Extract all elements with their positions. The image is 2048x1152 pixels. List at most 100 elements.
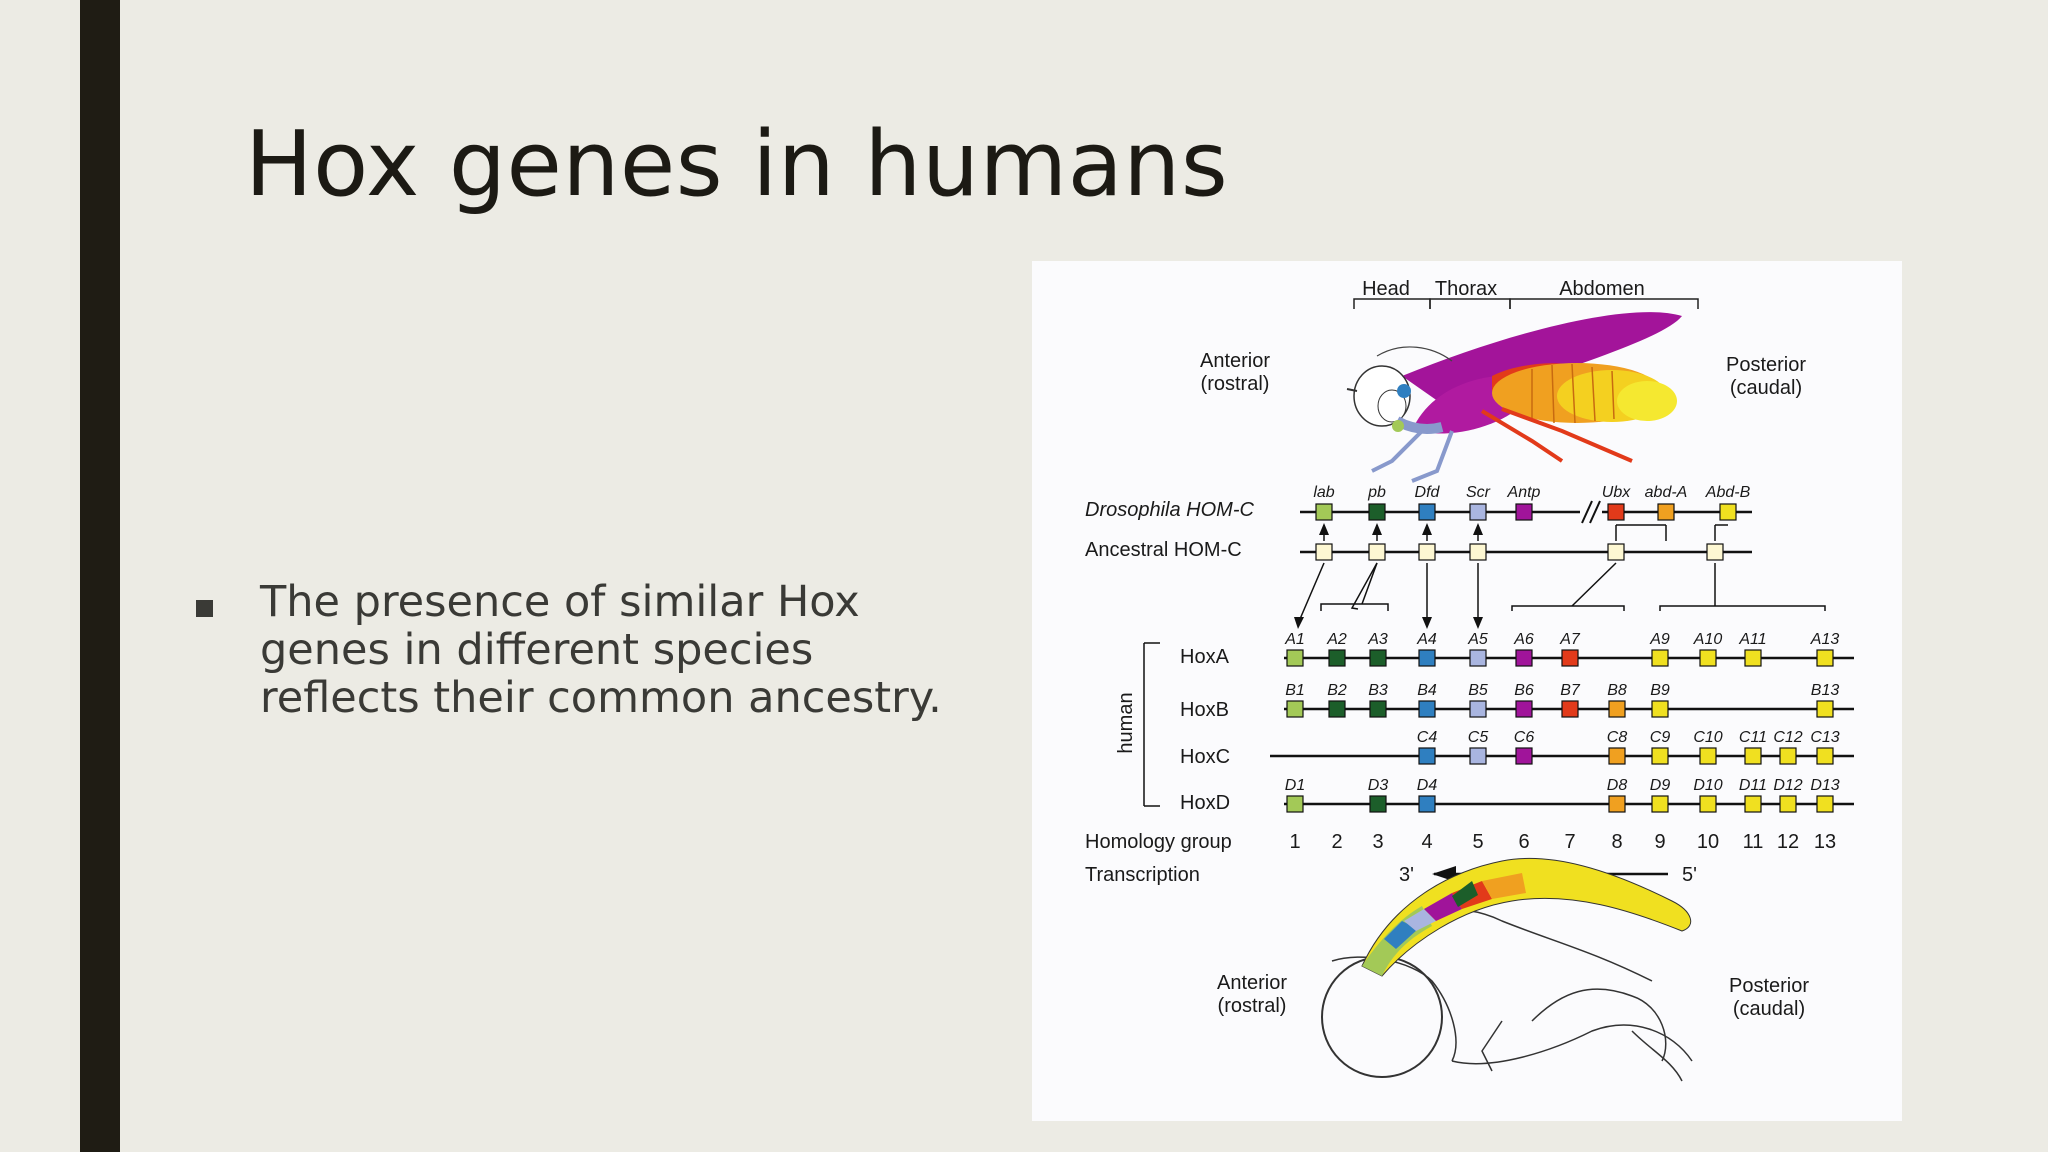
gene-label-a9: A9 <box>1649 631 1670 648</box>
dros-gene-label-6: abd-A <box>1645 484 1688 501</box>
gene-box-a13 <box>1816 649 1834 667</box>
homology-group-numbers: 1 2 3 4 5 6 7 8 9 10 11 12 13 <box>1289 831 1836 853</box>
gene-label-b2: B2 <box>1327 682 1347 699</box>
gene-box-a4 <box>1418 649 1436 667</box>
gene-box-a6 <box>1515 649 1533 667</box>
gene-label-c5: C5 <box>1468 729 1489 746</box>
ancestral-gene-box-5 <box>1607 543 1625 561</box>
dros-gene-box-ubx <box>1607 503 1625 521</box>
gene-box-a7 <box>1561 649 1579 667</box>
dros-gene-label-7: Abd-B <box>1705 484 1751 501</box>
gene-box-c5 <box>1469 747 1487 765</box>
posterior-label-bottom: Posterior <box>1729 975 1809 997</box>
hox-diagram-svg: Head Thorax Abdomen Anterior (rostral) P… <box>1085 278 1854 1082</box>
dros-gene-label-2: Dfd <box>1415 484 1441 501</box>
homology-group-8: 8 <box>1611 831 1622 853</box>
gene-label-b6: B6 <box>1514 682 1534 699</box>
ancestral-gene-box-3 <box>1418 543 1436 561</box>
gene-box-a10 <box>1699 649 1717 667</box>
anterior-label-top: Anterior <box>1200 350 1270 372</box>
gene-box-c10 <box>1699 747 1717 765</box>
homology-group-12: 12 <box>1777 831 1799 853</box>
ancestral-gene-box-6 <box>1706 543 1724 561</box>
dros-gene-box-pb <box>1368 503 1386 521</box>
gene-label-a10: A10 <box>1693 631 1723 648</box>
gene-label-b5: B5 <box>1468 682 1488 699</box>
gene-label-d1: D1 <box>1285 777 1305 794</box>
gene-box-b13 <box>1816 700 1834 718</box>
homology-connectors <box>1299 524 1826 620</box>
dros-gene-box-antp <box>1515 503 1533 521</box>
dros-gene-label-1: pb <box>1367 484 1386 501</box>
gene-box-b2 <box>1328 700 1346 718</box>
caudal-label-bottom: (caudal) <box>1733 998 1805 1020</box>
rostral-label-top: (rostral) <box>1201 373 1270 395</box>
gene-box-d13 <box>1816 795 1834 813</box>
gene-label-a13: A13 <box>1810 631 1840 648</box>
gene-box-a11 <box>1744 649 1762 667</box>
segment-brackets <box>1353 298 1699 309</box>
gene-box-b5 <box>1469 700 1487 718</box>
posterior-label-top: Posterior <box>1726 354 1806 376</box>
homology-group-7: 7 <box>1564 831 1575 853</box>
cluster-label-hoxb: HoxB <box>1180 699 1229 721</box>
homology-group-5: 5 <box>1472 831 1483 853</box>
gene-label-a3: A3 <box>1367 631 1388 648</box>
gene-label-b4: B4 <box>1417 682 1437 699</box>
bullet-text: The presence of similar Hox genes in dif… <box>260 577 942 723</box>
gene-box-d4 <box>1418 795 1436 813</box>
dros-gene-label-3: Scr <box>1466 484 1491 501</box>
anterior-label-bottom: Anterior <box>1217 972 1287 994</box>
gene-box-a2 <box>1328 649 1346 667</box>
gene-label-b7: B7 <box>1560 682 1581 699</box>
dros-gene-label-4: Antp <box>1507 484 1541 501</box>
ancestral-label: Ancestral HOM-C <box>1085 539 1242 561</box>
gene-label-c11: C11 <box>1739 729 1767 746</box>
gene-box-b4 <box>1418 700 1436 718</box>
gene-box-d1 <box>1286 795 1304 813</box>
caudal-label-top: (caudal) <box>1730 377 1802 399</box>
gene-box-c11 <box>1744 747 1762 765</box>
embryo-illustration <box>1321 857 1693 1082</box>
dros-gene-label-5: Ubx <box>1602 484 1631 501</box>
hox-diagram: Head Thorax Abdomen Anterior (rostral) P… <box>1032 261 1902 1121</box>
transcription-5prime: 5' <box>1682 864 1697 886</box>
left-accent-bar <box>80 0 120 1152</box>
gene-label-a2: A2 <box>1326 631 1347 648</box>
gene-box-d10 <box>1699 795 1717 813</box>
gene-label-a4: A4 <box>1416 631 1437 648</box>
homology-group-6: 6 <box>1518 831 1529 853</box>
gene-box-c12 <box>1779 747 1797 765</box>
human-label: human <box>1115 692 1137 753</box>
slide-title: Hox genes in humans <box>245 112 1229 217</box>
gene-label-c12: C12 <box>1773 729 1802 746</box>
gene-label-c9: C9 <box>1650 729 1671 746</box>
gene-box-c4 <box>1418 747 1436 765</box>
homology-group-13: 13 <box>1814 831 1836 853</box>
gene-label-d12: D12 <box>1773 777 1802 794</box>
homology-group-2: 2 <box>1331 831 1342 853</box>
gene-box-a9 <box>1651 649 1669 667</box>
dros-gene-box-abd-a <box>1657 503 1675 521</box>
gene-box-b7 <box>1561 700 1579 718</box>
homology-group-4: 4 <box>1421 831 1432 853</box>
fly-illustration <box>1346 312 1682 483</box>
ancestral-genes <box>1315 543 1724 561</box>
gene-label-c10: C10 <box>1693 729 1722 746</box>
bullet-square-icon <box>196 600 213 617</box>
homology-group-11: 11 <box>1743 831 1764 853</box>
gene-label-a6: A6 <box>1513 631 1534 648</box>
gene-box-a5 <box>1469 649 1487 667</box>
segment-abdomen: Abdomen <box>1559 278 1645 300</box>
gene-label-b1: B1 <box>1285 682 1305 699</box>
ancestral-gene-box-1 <box>1315 543 1333 561</box>
cluster-label-hoxc: HoxC <box>1180 746 1230 768</box>
gene-label-a11: A11 <box>1738 631 1766 648</box>
ancestral-gene-box-4 <box>1469 543 1487 561</box>
gene-box-c6 <box>1515 747 1533 765</box>
homology-group-3: 3 <box>1372 831 1383 853</box>
drosophila-genes: lab pb Dfd Scr Antp Ubx abd-A Abd-B <box>1313 484 1751 521</box>
gene-box-d8 <box>1608 795 1626 813</box>
gene-label-c6: C6 <box>1514 729 1535 746</box>
connector-arrowheads <box>1294 523 1483 629</box>
